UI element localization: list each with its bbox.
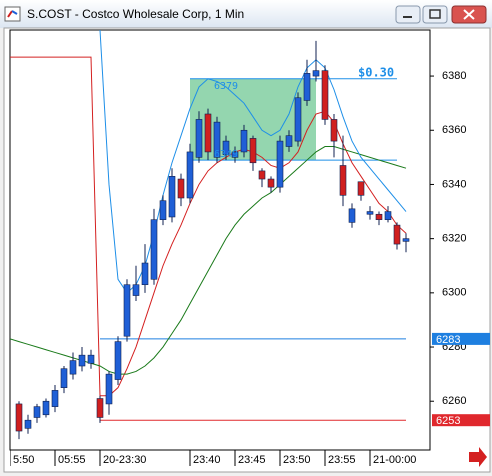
candle-body (258, 170, 266, 180)
candle-body (33, 406, 41, 418)
y-tick-label: 6320 (442, 233, 466, 245)
candle-body (105, 373, 113, 405)
candle-body (249, 138, 257, 164)
candle-body (384, 211, 392, 220)
candle-body (357, 181, 365, 196)
candle-body (177, 178, 185, 199)
candle-body (87, 354, 95, 364)
candle-body (123, 284, 131, 337)
candle-body (204, 113, 212, 153)
plot-layer: 6379 6349 $0.30 (10, 30, 410, 440)
candle-body (276, 140, 284, 188)
x-tick-label: 23:50 (283, 454, 311, 466)
x-tick-label: 05:55 (58, 454, 86, 466)
x-tick-label: 21-00:00 (373, 454, 416, 466)
y-tick-label: 6300 (442, 287, 466, 299)
window-title: S.COST - Costco Wholesale Corp, 1 Min (27, 7, 244, 21)
candle-body (321, 70, 329, 120)
candle-body (240, 129, 248, 153)
candle-body (366, 211, 374, 215)
range-low-label: 6349 (214, 149, 238, 160)
candle-body (24, 419, 32, 429)
candle-body (339, 165, 347, 196)
candle-body (213, 121, 221, 158)
candle-body (393, 224, 401, 245)
y-tick-label: 6340 (442, 178, 466, 190)
maximize-icon (429, 9, 441, 19)
candle-body (195, 119, 203, 158)
candle-body (294, 97, 302, 142)
candle-body (51, 390, 59, 407)
range-change-label: $0.30 (358, 65, 394, 79)
candle-body (60, 368, 68, 388)
minimize-button[interactable] (395, 5, 421, 24)
x-tick-label: 23:40 (193, 454, 221, 466)
range-high-label: 6379 (214, 81, 238, 92)
candle-body (375, 213, 383, 220)
indicator-line (10, 146, 407, 375)
x-tick-label: 20-23:30 (103, 454, 146, 466)
x-tick-label: 23:55 (328, 454, 356, 466)
y-tick-label: 6260 (442, 395, 466, 407)
window-buttons[interactable] (395, 5, 487, 24)
candle-body (330, 119, 338, 142)
candle-body (402, 238, 410, 242)
level-tag (432, 414, 490, 427)
y-tick-label: 6360 (442, 124, 466, 136)
x-tick-label: 5:50 (13, 454, 34, 466)
candle-body (348, 208, 356, 223)
candle-body (96, 398, 104, 418)
app-icon (4, 6, 21, 22)
candle-body (267, 178, 275, 188)
candle-body (303, 73, 311, 101)
candle-body (168, 176, 176, 218)
candle-body (285, 135, 293, 147)
x-tick-label: 23:45 (238, 454, 266, 466)
candle-body (231, 151, 239, 158)
candle-body (141, 262, 149, 286)
candle-body (312, 70, 320, 77)
level-tag (432, 332, 490, 345)
candle-body (159, 200, 167, 220)
level-label: 6253 (436, 415, 460, 427)
x-axis: 5:50 05:55 20-23:30 23:40 23:45 23:50 23:55 21-… (10, 450, 416, 466)
scroll-arrow[interactable] (469, 447, 487, 467)
candle-body (222, 140, 230, 155)
candle-body (15, 403, 23, 432)
candle-body (114, 341, 122, 380)
candle-body (69, 360, 77, 375)
candle-body (42, 400, 50, 416)
close-icon (463, 9, 475, 20)
indicator-line (10, 56, 407, 397)
candle-body (150, 219, 158, 280)
candle-body (186, 151, 194, 199)
y-tick-label: 6380 (442, 70, 466, 82)
level-label: 6283 (436, 334, 460, 346)
candle-body (132, 284, 140, 296)
maximize-button[interactable] (422, 5, 448, 24)
candle-body (78, 354, 86, 367)
